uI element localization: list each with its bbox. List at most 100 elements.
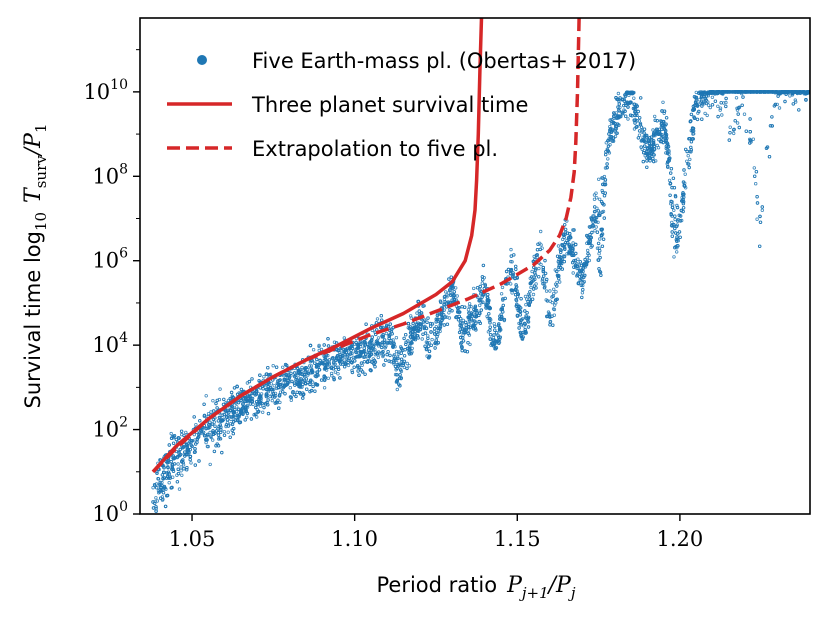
scatter-point bbox=[545, 277, 549, 282]
scatter-point bbox=[303, 375, 307, 379]
scatter-point bbox=[488, 325, 492, 329]
scatter-point bbox=[194, 423, 198, 427]
scatter-point bbox=[498, 335, 502, 339]
scatter-point bbox=[533, 273, 538, 277]
scatter-point bbox=[468, 342, 472, 347]
scatter-point bbox=[182, 433, 186, 438]
scatter-point bbox=[734, 96, 739, 100]
scatter-point bbox=[343, 365, 347, 369]
scatter-point bbox=[185, 449, 189, 453]
scatter-point bbox=[226, 430, 230, 434]
scatter-point bbox=[394, 336, 399, 340]
scatter-point bbox=[305, 370, 309, 375]
scatter-point bbox=[332, 376, 336, 380]
scatter-point bbox=[317, 348, 321, 353]
scatter-point bbox=[603, 178, 608, 182]
scatter-point bbox=[541, 268, 545, 272]
scatter-point bbox=[299, 379, 303, 383]
scatter-point bbox=[447, 277, 451, 281]
scatter-point bbox=[518, 309, 522, 313]
scatter-point bbox=[672, 255, 676, 259]
scatter-point bbox=[555, 269, 559, 274]
scatter-point bbox=[236, 400, 241, 405]
scatter-point bbox=[439, 300, 443, 304]
scatter-point bbox=[313, 361, 317, 365]
scatter-point bbox=[603, 166, 608, 170]
scatter-point bbox=[300, 365, 304, 370]
scatter-point bbox=[673, 214, 677, 218]
scatter-point bbox=[169, 459, 173, 464]
scatter-point bbox=[724, 96, 728, 101]
scatter-point bbox=[450, 292, 454, 296]
scatter-point bbox=[171, 441, 176, 445]
scatter-point bbox=[488, 321, 492, 325]
scatter-point bbox=[273, 401, 277, 405]
scatter-point bbox=[349, 348, 353, 352]
scatter-point bbox=[442, 308, 446, 312]
scatter-point bbox=[211, 409, 216, 413]
scatter-point bbox=[286, 378, 290, 383]
scatter-point bbox=[288, 395, 293, 399]
scatter-point bbox=[395, 387, 399, 392]
scatter-point bbox=[509, 259, 513, 264]
scatter-point bbox=[692, 94, 697, 99]
scatter-point bbox=[688, 157, 692, 162]
scatter-point bbox=[299, 377, 303, 381]
scatter-point bbox=[740, 103, 744, 107]
scatter-point bbox=[298, 371, 302, 375]
scatter-point bbox=[211, 399, 215, 403]
scatter-point bbox=[655, 128, 659, 132]
scatter-point bbox=[326, 344, 331, 348]
scatter-point bbox=[793, 98, 797, 102]
scatter-point bbox=[408, 341, 413, 346]
scatter-point bbox=[376, 355, 380, 360]
scatter-point bbox=[720, 113, 724, 117]
scatter-point bbox=[659, 127, 664, 132]
scatter-point bbox=[231, 431, 235, 436]
scatter-point bbox=[287, 375, 291, 379]
scatter-point bbox=[616, 91, 621, 96]
scatter-point bbox=[388, 353, 392, 358]
scatter-point bbox=[289, 398, 293, 402]
scatter-point bbox=[310, 359, 314, 363]
scatter-point bbox=[207, 423, 211, 427]
scatter-point bbox=[172, 462, 177, 466]
scatter-point bbox=[524, 314, 528, 318]
scatter-point bbox=[594, 220, 598, 224]
scatter-point bbox=[499, 307, 503, 312]
scatter-point bbox=[484, 306, 488, 310]
scatter-point bbox=[535, 247, 540, 252]
scatter-point bbox=[714, 90, 718, 94]
scatter-point bbox=[652, 159, 656, 164]
scatter-point bbox=[404, 342, 408, 347]
scatter-point bbox=[689, 112, 694, 117]
scatter-point bbox=[184, 468, 189, 472]
scatter-point bbox=[691, 137, 695, 141]
scatter-point bbox=[572, 228, 576, 232]
scatter-point bbox=[648, 159, 652, 163]
scatter-point bbox=[213, 416, 217, 420]
scatter-point bbox=[281, 365, 285, 369]
scatter-point bbox=[226, 398, 231, 403]
scatter-point bbox=[362, 346, 366, 350]
scatter-point bbox=[481, 263, 486, 268]
scatter-point bbox=[544, 279, 548, 284]
scatter-point bbox=[556, 260, 561, 264]
scatter-point bbox=[585, 233, 589, 238]
scatter-point bbox=[610, 117, 614, 122]
scatter-point bbox=[326, 376, 330, 380]
scatter-point bbox=[698, 92, 703, 96]
scatter-point bbox=[777, 91, 781, 96]
scatter-point bbox=[181, 445, 185, 450]
scatter-point bbox=[557, 267, 561, 272]
scatter-point bbox=[566, 236, 571, 240]
scatter-point bbox=[331, 356, 335, 360]
scatter-point bbox=[664, 151, 668, 155]
scatter-point bbox=[526, 325, 531, 329]
scatter-point bbox=[221, 402, 226, 407]
scatter-point bbox=[399, 351, 403, 355]
scatter-point bbox=[218, 437, 223, 441]
scatter-point bbox=[264, 383, 268, 387]
scatter-point bbox=[635, 124, 639, 129]
scatter-point bbox=[234, 401, 238, 405]
